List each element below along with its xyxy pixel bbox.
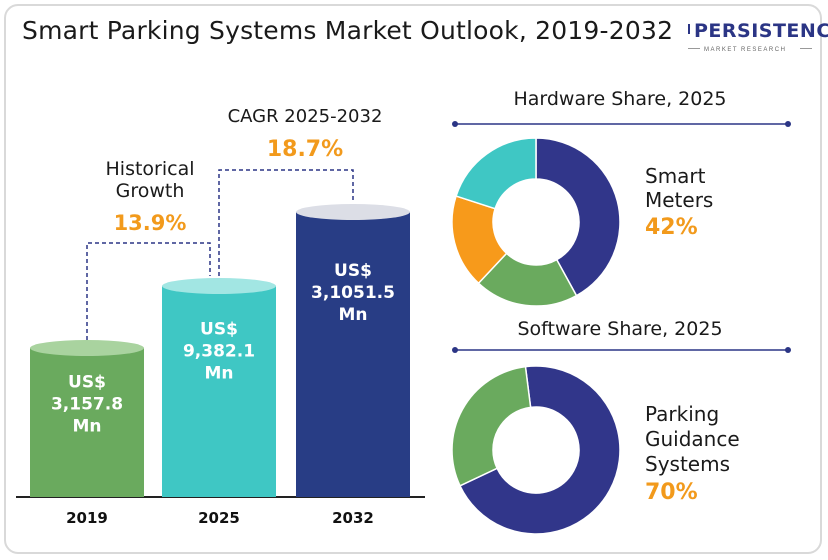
bar-body-2019 [30, 348, 144, 497]
bar-body-2025 [162, 286, 276, 497]
cagr-label: CAGR 2025-2032 [227, 106, 383, 127]
historical-label-line2: Growth [115, 180, 185, 202]
logo-main-text: PERSISTENCE [694, 20, 828, 42]
bar-label-2025-line1: US$ [200, 319, 238, 339]
tick-label-2025: 2025 [198, 509, 240, 527]
bar-cap-2019 [30, 340, 144, 356]
bar-label-2025-line2: 9,382.1 [183, 341, 255, 361]
bar-label-2025-line3: Mn [204, 363, 233, 383]
tick-label-2032: 2032 [332, 509, 374, 527]
hardware-highlight-line1: Smart [645, 164, 706, 188]
software-highlight-line2: Guidance [645, 427, 740, 451]
logo-sub-text: MARKET RESEARCH [704, 47, 787, 53]
bar-cap-2032 [296, 204, 410, 220]
hardware-highlight-label: Smart Meters [645, 164, 713, 212]
logo-rule-right [800, 48, 812, 49]
hardware-highlight-value: 42% [645, 215, 698, 240]
bar-2032: US$3,1051.5Mn 2032 [296, 204, 410, 527]
tick-label-2019: 2019 [66, 509, 108, 527]
bar-label-2032-line3: Mn [338, 305, 367, 325]
software-highlight-line1: Parking [645, 402, 720, 426]
bar-body-2032 [296, 212, 410, 497]
logo-rule-left [688, 48, 700, 49]
logo-edge-icon [688, 24, 696, 34]
persistence-logo: PERSISTENCE MARKET RESEARCH [688, 16, 828, 62]
bar-label-2032-line1: US$ [334, 261, 372, 281]
bar-2019: US$3,157.8Mn 2019 [30, 340, 144, 527]
hardware-highlight-line2: Meters [645, 188, 714, 212]
historical-label-line1: Historical [105, 158, 195, 180]
bar-label-2019-line1: US$ [68, 373, 106, 393]
software-title: Software Share, 2025 [517, 318, 723, 340]
cagr-value: 18.7% [266, 137, 344, 162]
historical-label: Historical Growth [90, 158, 210, 202]
historical-value: 13.9% [113, 211, 187, 235]
cagr-connector [218, 169, 354, 276]
card-frame [4, 4, 822, 554]
bar-label-2032-line2: 3,1051.5 [311, 283, 395, 303]
software-highlight-value: 70% [645, 480, 698, 505]
bar-2025: US$9,382.1Mn 2025 [162, 278, 276, 527]
page-title: Smart Parking Systems Market Outlook, 20… [22, 16, 674, 45]
software-highlight-line3: Systems [645, 452, 730, 476]
software-highlight-label: Parking Guidance Systems [645, 402, 740, 477]
hardware-title: Hardware Share, 2025 [513, 88, 727, 110]
bar-label-2019-line2: 3,157.8 [51, 395, 123, 415]
bar-label-2019-line3: Mn [72, 417, 101, 437]
bar-cap-2025 [162, 278, 276, 294]
